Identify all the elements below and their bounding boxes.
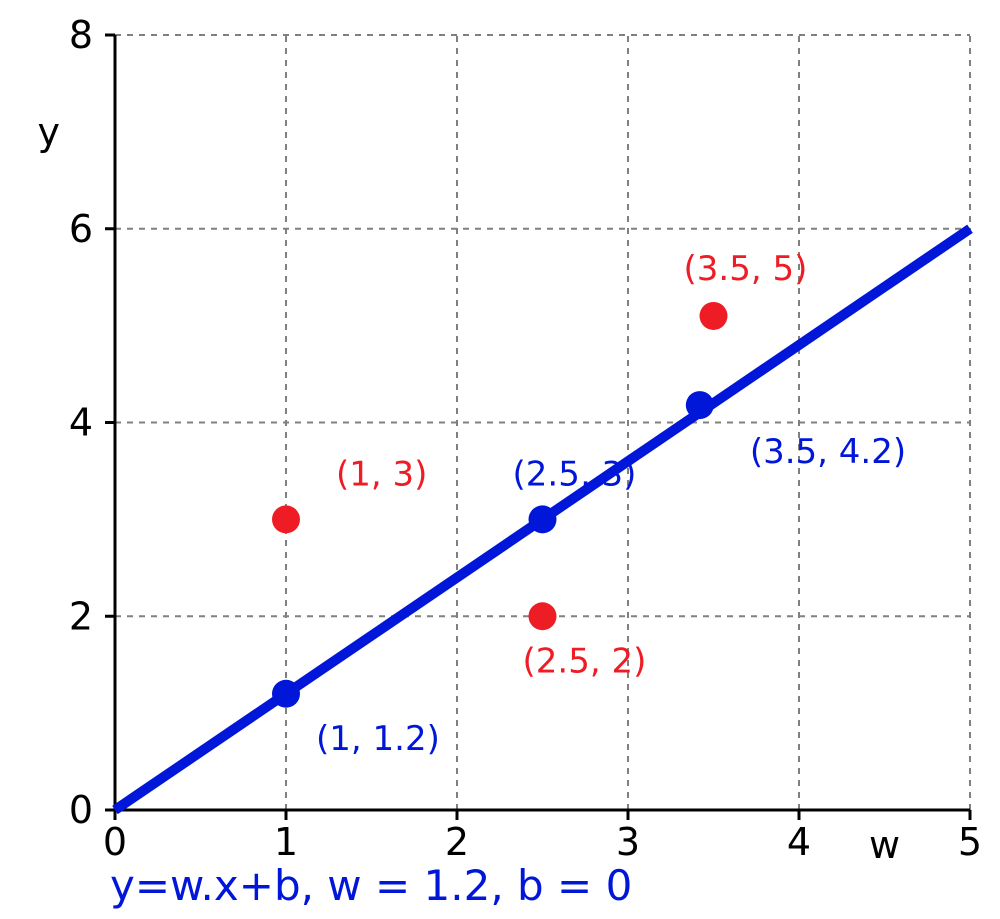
data-point-red xyxy=(700,302,728,330)
chart-caption: y=w.x+b, w = 1.2, b = 0 xyxy=(110,861,632,910)
data-point-blue xyxy=(686,391,714,419)
y-tick-label: 4 xyxy=(69,401,93,445)
y-tick-label: 6 xyxy=(69,207,93,251)
data-point-red xyxy=(529,602,557,630)
x-tick-label: 1 xyxy=(274,820,298,864)
point-label-blue: (2.5, 3) xyxy=(513,454,637,494)
x-tick-label: 0 xyxy=(103,820,127,864)
y-axis-title: y xyxy=(38,110,61,154)
data-point-blue xyxy=(529,505,557,533)
x-axis-title: w xyxy=(869,823,900,867)
data-point-red xyxy=(272,505,300,533)
point-label-blue: (1, 1.2) xyxy=(316,719,440,759)
x-tick-label: 5 xyxy=(958,820,982,864)
point-label-red: (1, 3) xyxy=(336,454,427,494)
y-tick-label: 0 xyxy=(69,788,93,832)
x-tick-label: 4 xyxy=(787,820,811,864)
x-tick-label: 2 xyxy=(445,820,469,864)
point-label-red: (2.5, 2) xyxy=(523,641,647,681)
data-point-blue xyxy=(272,680,300,708)
y-tick-label: 8 xyxy=(69,13,93,57)
x-tick-label: 3 xyxy=(616,820,640,864)
y-tick-label: 2 xyxy=(69,594,93,638)
regression-chart: (1, 1.2) (2.5, 3) (3.5, 4.2) (1, 3) (2.5, 2)… xyxy=(0,0,1000,919)
point-label-red: (3.5, 5) xyxy=(684,249,808,289)
point-label-blue: (3.5, 4.2) xyxy=(750,432,906,472)
